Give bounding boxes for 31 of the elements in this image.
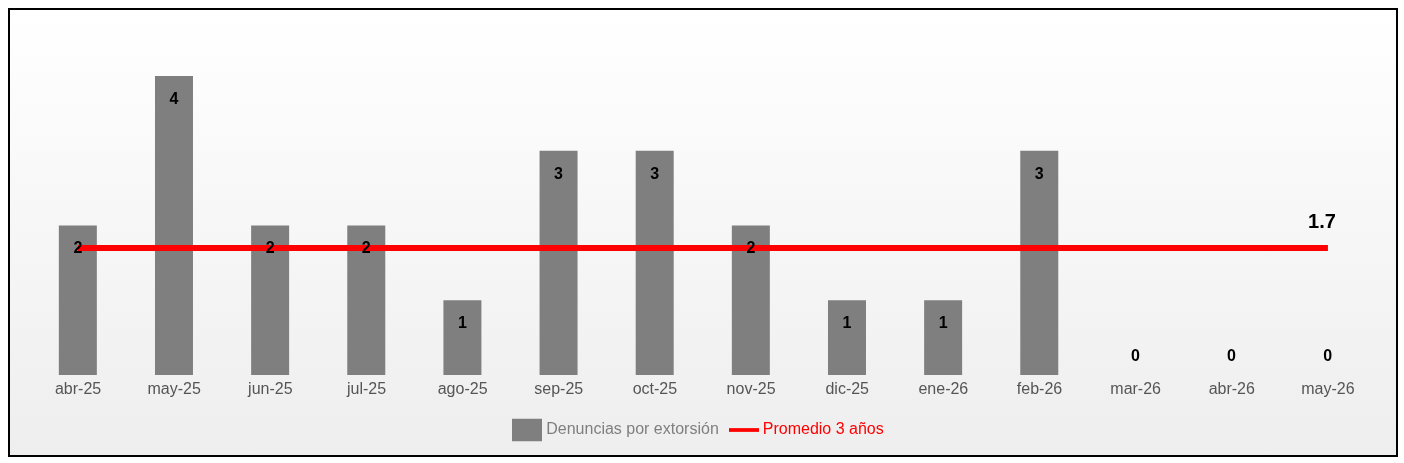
data-label: 2 [361,239,371,257]
x-tick-label: ene-26 [918,380,969,398]
x-tick-label: abr-26 [1208,380,1256,398]
x-tick-label: ago-25 [437,380,488,398]
x-tick-label: sep-25 [534,380,584,398]
data-label: 1 [457,314,467,332]
data-label: 0 [1130,346,1140,364]
data-label: 2 [746,239,756,257]
data-label: 1.7 [1308,209,1336,232]
x-tick-label: mar-26 [1110,380,1162,398]
x-tick-label: dic-25 [825,380,870,398]
x-tick-label: jun-25 [247,380,293,398]
data-label: 0 [1323,346,1333,364]
x-tick-label: feb-26 [1016,380,1063,398]
x-tick-label: may-26 [1301,380,1355,398]
data-label: 3 [1034,164,1044,182]
data-label: 1 [842,314,852,332]
x-tick-label: abr-25 [54,380,102,398]
data-label: 0 [1227,346,1237,364]
legend-label: Promedio 3 años [762,420,884,438]
data-label: 3 [554,164,564,182]
x-tick-label: jul-25 [345,380,387,398]
data-label: 1 [938,314,948,332]
legend-label: Denuncias por extorsión [546,420,719,438]
x-tick-label: nov-25 [726,380,776,398]
data-label: 4 [169,89,179,107]
x-tick-label: oct-25 [632,380,678,398]
data-label: 2 [73,239,83,257]
x-tick-label: may-25 [147,380,201,398]
data-label: 2 [265,239,275,257]
data-label: 3 [650,164,660,182]
